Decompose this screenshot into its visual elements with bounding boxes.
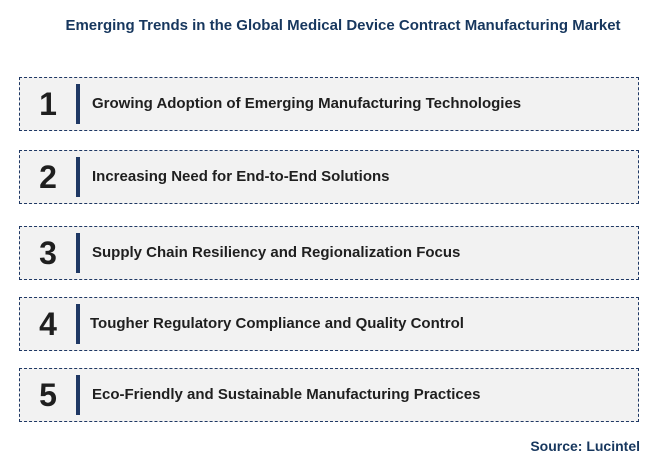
- trend-number: 2: [39, 159, 57, 195]
- trend-item-3: 3 Supply Chain Resiliency and Regionaliz…: [19, 226, 639, 280]
- trend-item-4: 4 Tougher Regulatory Compliance and Qual…: [19, 297, 639, 351]
- trend-divider: [76, 375, 80, 415]
- trend-item-2: 2 Increasing Need for End-to-End Solutio…: [19, 150, 639, 204]
- trend-label: Tougher Regulatory Compliance and Qualit…: [90, 315, 464, 332]
- trend-label: Eco-Friendly and Sustainable Manufacturi…: [92, 386, 481, 403]
- diagram-title: Emerging Trends in the Global Medical De…: [65, 17, 621, 34]
- trend-divider: [76, 233, 80, 273]
- trend-number: 5: [39, 377, 57, 413]
- source-credit: Source: Lucintel: [530, 438, 640, 454]
- trend-label: Growing Adoption of Emerging Manufacturi…: [92, 95, 522, 112]
- trend-item-1: 1 Growing Adoption of Emerging Manufactu…: [19, 77, 639, 131]
- trend-number: 4: [39, 306, 57, 342]
- trend-number: 3: [39, 235, 57, 271]
- trend-label: Supply Chain Resiliency and Regionalizat…: [92, 244, 461, 261]
- trend-item-5: 5 Eco-Friendly and Sustainable Manufactu…: [19, 368, 639, 422]
- trend-divider: [76, 84, 80, 124]
- trend-number: 1: [39, 86, 57, 122]
- trend-label: Increasing Need for End-to-End Solutions: [92, 168, 390, 185]
- trend-divider: [76, 304, 80, 344]
- trend-divider: [76, 157, 80, 197]
